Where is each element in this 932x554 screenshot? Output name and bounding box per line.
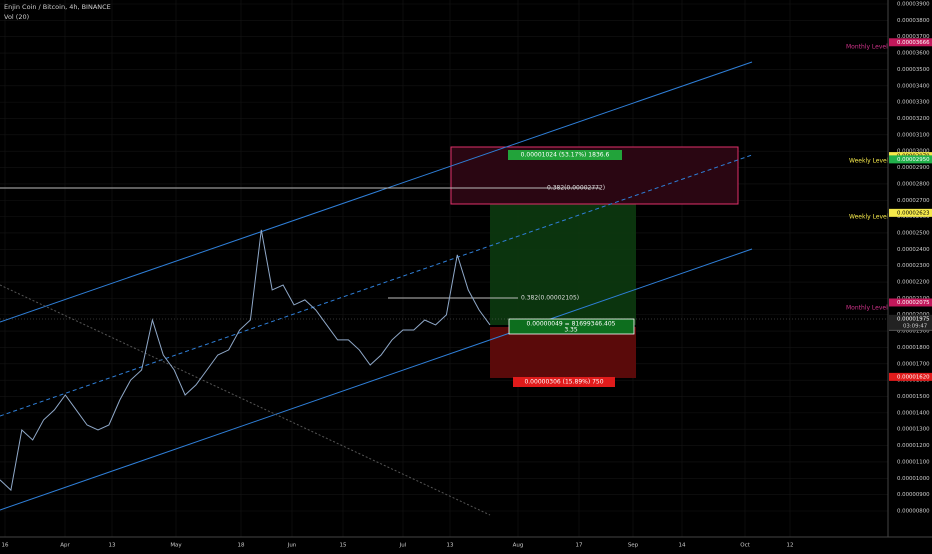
- y-tick-label: 0.00001200: [897, 443, 930, 449]
- level-label: Weekly Level: [849, 214, 889, 221]
- price-badge-label: 0.00002950: [897, 157, 930, 163]
- x-tick-label: Jun: [287, 543, 297, 549]
- y-tick-label: 0.00001400: [897, 410, 930, 416]
- x-tick-label: 13: [109, 543, 116, 549]
- y-tick-label: 0.00001000: [897, 476, 930, 482]
- y-tick-label: 0.00003100: [897, 132, 930, 138]
- ratio-label: 3.35: [564, 327, 578, 334]
- x-tick-label: Apr: [60, 543, 70, 549]
- y-tick-label: 0.00002500: [897, 230, 930, 236]
- level-label: Weekly Level: [849, 158, 889, 165]
- y-tick-label: 0.00003300: [897, 100, 930, 106]
- price-badge-label: 0.00003666: [897, 40, 930, 46]
- y-tick-label: 0.00002800: [897, 181, 930, 187]
- y-tick-label: 0.00003500: [897, 67, 930, 73]
- indicator-label: Vol (20): [4, 13, 29, 21]
- y-tick-label: 0.00003400: [897, 83, 930, 89]
- x-tick-label: Aug: [513, 543, 524, 549]
- chart-title: Enjin Coin / Bitcoin, 4h, BINANCE: [4, 3, 111, 11]
- x-tick-label: Sep: [628, 543, 639, 549]
- y-tick-label: 0.00003900: [897, 2, 930, 8]
- price-badge-label: 0.00001975: [897, 316, 930, 322]
- y-tick-label: 0.00003800: [897, 18, 930, 24]
- level-label: Monthly Level: [846, 305, 888, 312]
- y-tick-label: 0.00000800: [897, 509, 930, 515]
- target-label: 0.00001024 (53.17%) 1836.6: [521, 152, 610, 159]
- x-tick-label: 18: [238, 543, 245, 549]
- y-tick-label: 0.00001800: [897, 345, 930, 351]
- x-tick-label: May: [170, 543, 182, 549]
- level-label: Monthly Level: [846, 44, 888, 51]
- y-tick-label: 0.00001100: [897, 459, 930, 465]
- x-tick-label: Jul: [399, 543, 407, 549]
- y-tick-label: 0.00002400: [897, 247, 930, 253]
- x-tick-label: 12: [787, 543, 794, 549]
- y-tick-label: 0.00002200: [897, 280, 930, 286]
- x-tick-label: Oct: [740, 543, 750, 549]
- fib-label: 0.382(0.00002105): [521, 295, 579, 302]
- loss-zone: [490, 327, 636, 378]
- x-tick-label: 14: [679, 543, 686, 549]
- price-badge-label: 0.00002075: [897, 300, 930, 306]
- x-tick-label: 13: [447, 543, 454, 549]
- countdown-label: 03:09:47: [903, 323, 927, 329]
- y-tick-label: 0.00001500: [897, 394, 930, 400]
- x-tick-label: 16: [2, 543, 9, 549]
- fib-label: 0.382(0.00002772): [547, 185, 605, 192]
- y-tick-label: 0.00002300: [897, 263, 930, 269]
- y-tick-label: 0.00002700: [897, 198, 930, 204]
- y-tick-label: 0.00002900: [897, 165, 930, 171]
- y-tick-label: 0.00001300: [897, 427, 930, 433]
- x-tick-label: 17: [576, 543, 583, 549]
- y-tick-label: 0.00000900: [897, 492, 930, 498]
- stop-label: 0.00000306 (15.89%) 750: [524, 379, 603, 386]
- x-tick-label: 15: [340, 543, 347, 549]
- y-tick-label: 0.00003600: [897, 51, 930, 57]
- y-tick-label: 0.00001700: [897, 361, 930, 367]
- y-tick-label: 0.00003200: [897, 116, 930, 122]
- price-badge-label: 0.00001620: [897, 374, 930, 380]
- price-badge-label: 0.00002623: [897, 210, 930, 216]
